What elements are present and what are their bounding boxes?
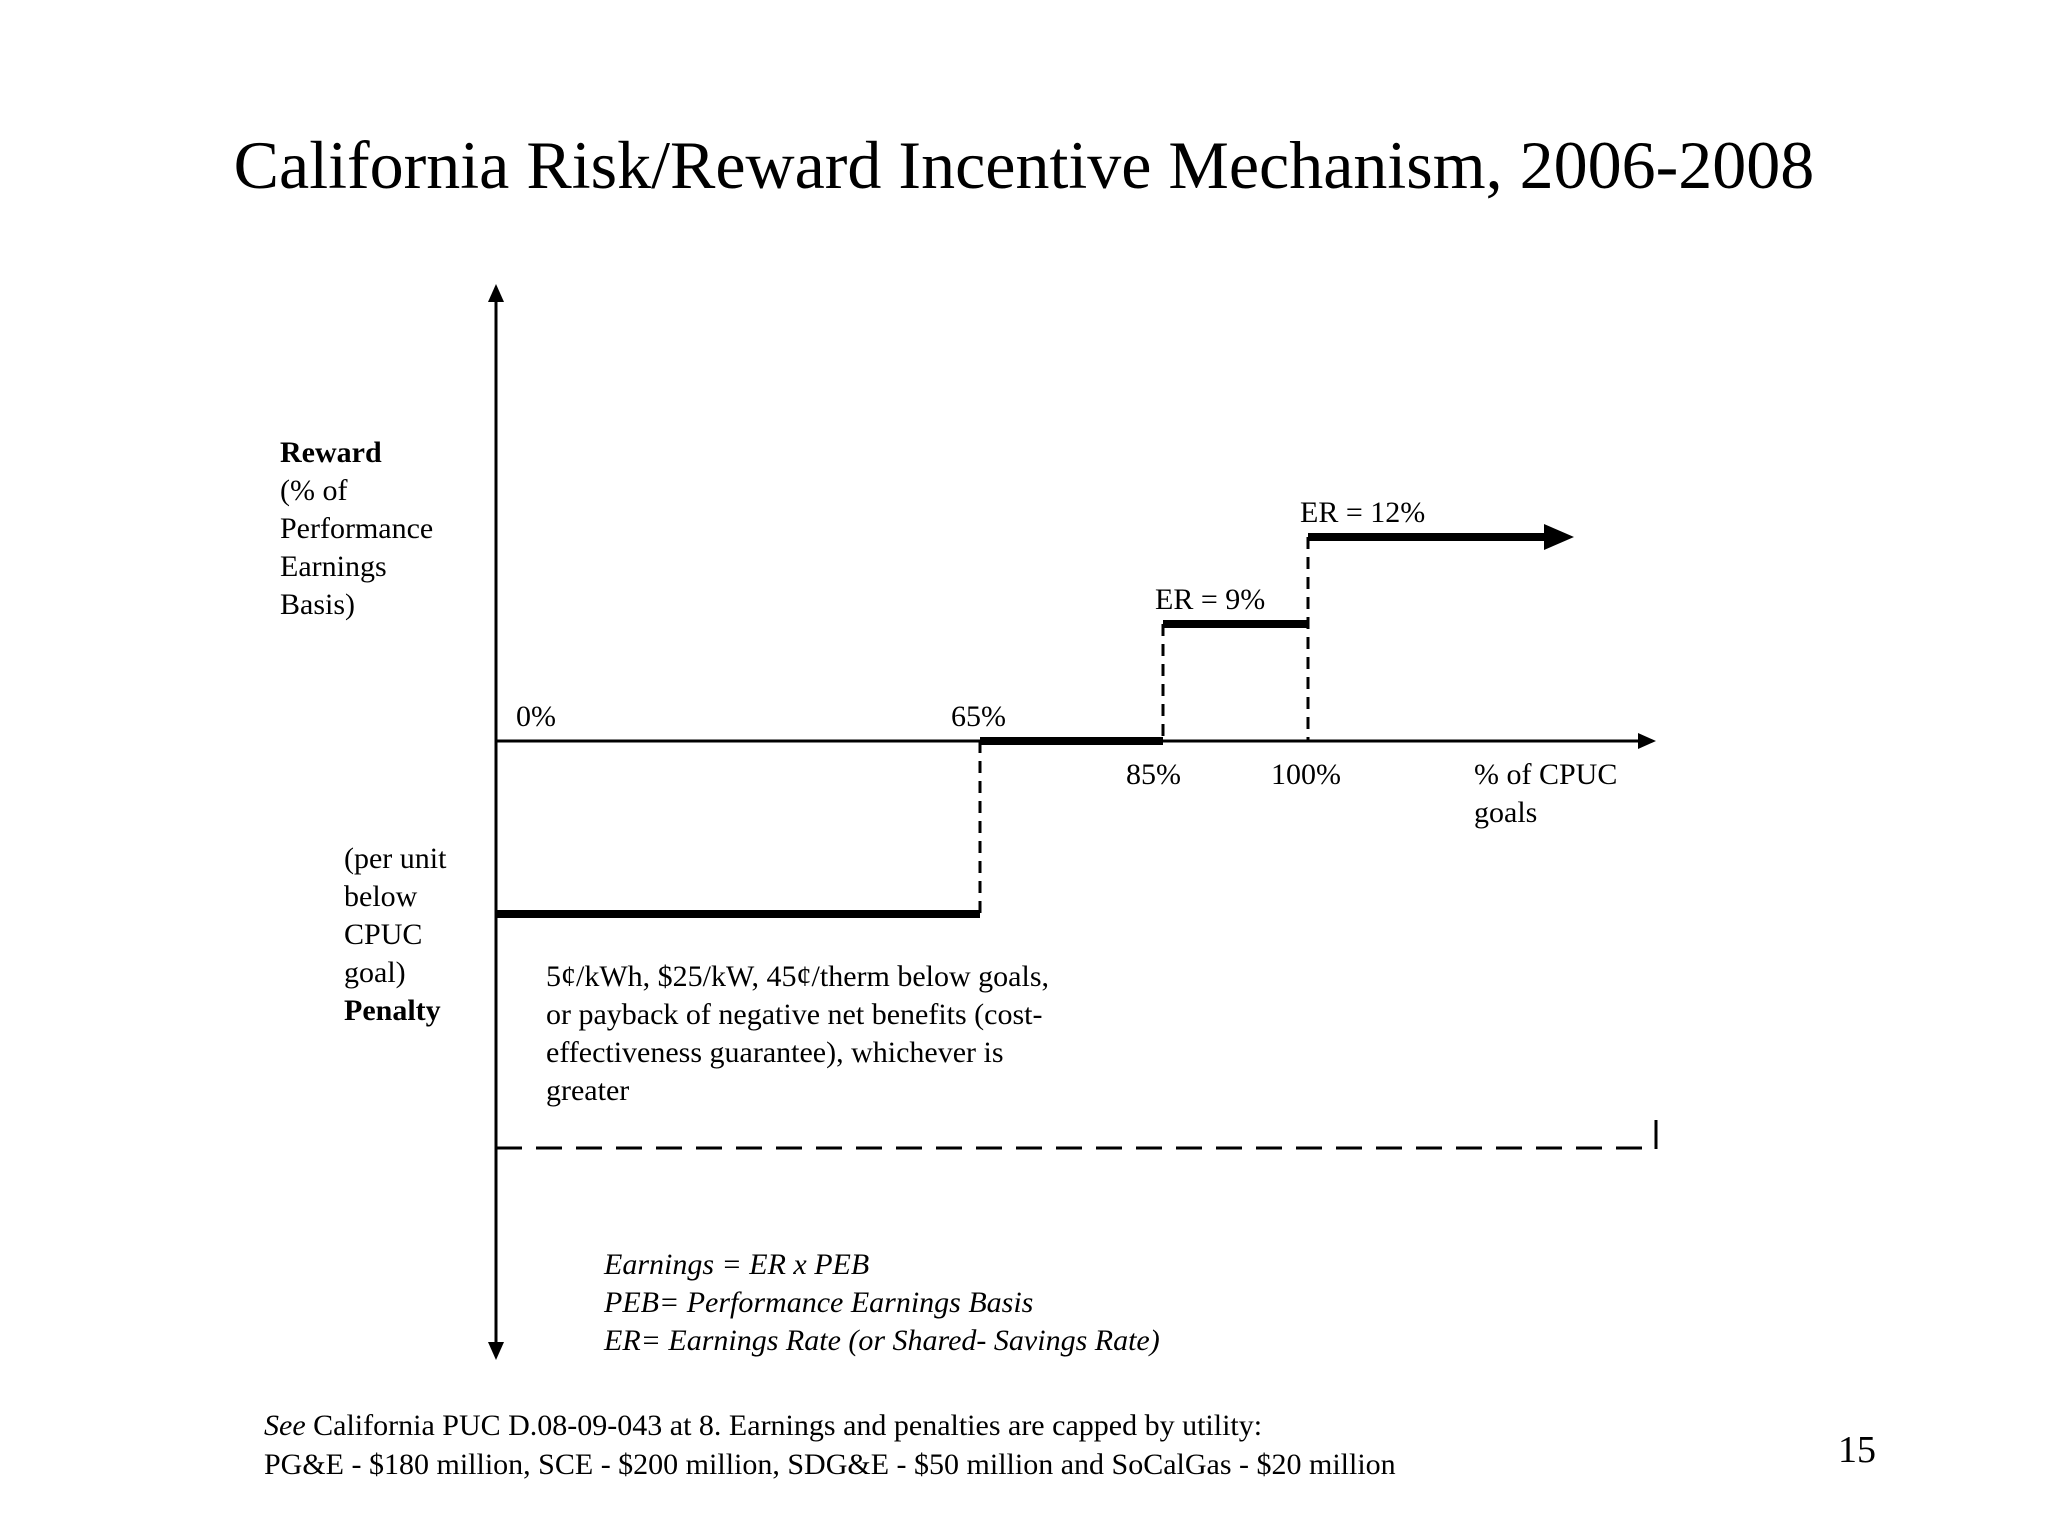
tick-label-0: 0%: [516, 700, 556, 733]
penalty-label-line: below: [344, 880, 418, 913]
penalty-label-line: (per unit: [344, 842, 447, 875]
page-title: California Risk/Reward Incentive Mechani…: [233, 127, 1815, 203]
footnote-line-2: PG&E - $180 million, SCE - $200 million,…: [264, 1448, 1396, 1481]
reward-label-line: Earnings: [280, 550, 387, 583]
reward-label-line: (% of: [280, 474, 348, 507]
penalty-label-line: CPUC: [344, 918, 423, 951]
legend-line: Earnings = ER x PEB: [604, 1248, 870, 1281]
legend-line: PEB= Performance Earnings Basis: [604, 1286, 1034, 1319]
x-axis-arrow: [1638, 733, 1656, 749]
penalty-heading: Penalty: [344, 994, 441, 1027]
x-axis-label-line-1: % of CPUC: [1474, 758, 1617, 791]
tick-label-100: 100%: [1271, 758, 1341, 791]
reward-label-line: Performance: [280, 512, 434, 545]
legend-line: ER= Earnings Rate (or Shared- Savings Ra…: [604, 1324, 1160, 1357]
footnote-see: See: [264, 1409, 306, 1442]
reward-heading: Reward: [280, 436, 382, 469]
footnote-line-1-text: California PUC D.08-09-043 at 8. Earning…: [305, 1409, 1263, 1442]
penalty-label: (per unit below CPUC goal) Penalty: [344, 840, 446, 1030]
tick-label-65: 65%: [951, 700, 1006, 733]
er-12-label: ER = 12%: [1300, 496, 1425, 529]
y-axis-up-arrow: [488, 284, 504, 302]
penalty-description: 5¢/kWh, $25/kW, 45¢/therm below goals, o…: [546, 958, 1049, 1110]
er-12-arrow: [1544, 524, 1574, 550]
footnote-line-1: See California PUC D.08-09-043 at 8. Ear…: [264, 1406, 1396, 1445]
penalty-label-line: goal): [344, 956, 406, 989]
tick-label-85: 85%: [1126, 758, 1181, 791]
penalty-description-line: or payback of negative net benefits (cos…: [546, 998, 1043, 1031]
page-number: 15: [1838, 1429, 1876, 1471]
penalty-description-line: 5¢/kWh, $25/kW, 45¢/therm below goals,: [546, 960, 1049, 993]
footnote: See California PUC D.08-09-043 at 8. Ear…: [264, 1406, 1396, 1484]
er-9-label: ER = 9%: [1155, 583, 1265, 616]
reward-label: Reward (% of Performance Earnings Basis): [280, 434, 433, 624]
reward-label-line: Basis): [280, 588, 355, 621]
penalty-description-line: effectiveness guarantee), whichever is: [546, 1036, 1004, 1069]
y-axis-down-arrow: [488, 1342, 504, 1360]
x-axis-label-line-2: goals: [1474, 796, 1537, 829]
penalty-description-line: greater: [546, 1074, 630, 1107]
earnings-legend: Earnings = ER x PEB PEB= Performance Ear…: [604, 1246, 1160, 1360]
